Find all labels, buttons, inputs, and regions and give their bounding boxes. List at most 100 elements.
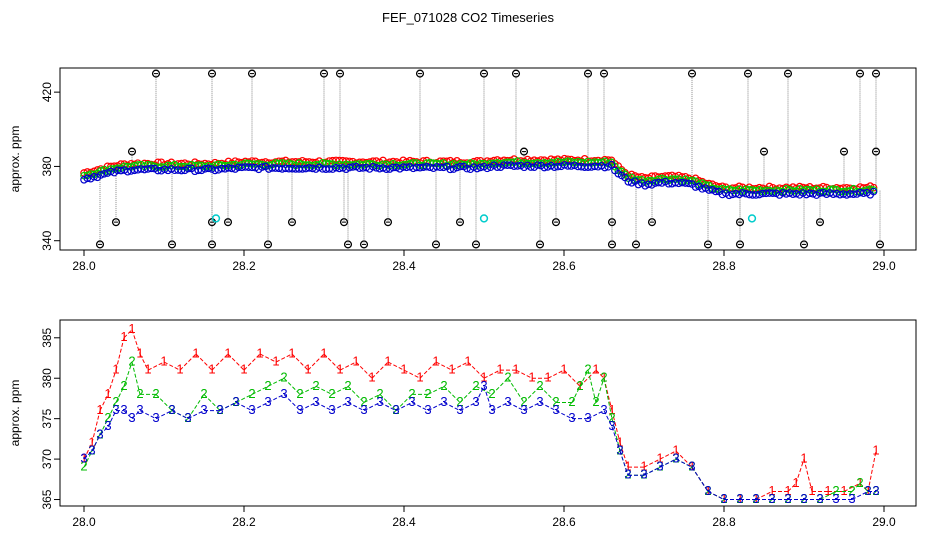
- series-1-marker: 1: [768, 483, 775, 498]
- series-2-segment: [443, 385, 461, 403]
- series-1-segment: [83, 442, 93, 460]
- series-2-marker: 2: [280, 370, 287, 385]
- data-point: [869, 187, 878, 196]
- data-point: [211, 166, 219, 175]
- data-point: [285, 159, 293, 167]
- series-3-segment: [131, 410, 141, 420]
- series-3-marker: 3: [200, 402, 207, 417]
- series-3-segment: [219, 402, 237, 412]
- outlier-point: [599, 69, 609, 78]
- series-1-marker: 1: [160, 353, 167, 368]
- series-1-marker: 1: [272, 353, 279, 368]
- series-2-marker: 2: [608, 410, 615, 425]
- series-1-marker: 1: [856, 475, 863, 490]
- data-point: [446, 165, 455, 174]
- series-1-segment: [195, 353, 213, 371]
- series-1-segment: [579, 369, 597, 387]
- outlier-point: [607, 240, 617, 249]
- series-1-segment: [123, 329, 133, 339]
- series-2-marker: 2: [832, 483, 839, 498]
- series-3-marker: 3: [104, 418, 111, 433]
- data-point: [473, 164, 481, 173]
- series-3-marker: 3: [96, 426, 103, 441]
- outlier-point: [359, 240, 369, 249]
- series-1-segment: [131, 329, 141, 355]
- series-1-segment: [371, 361, 389, 379]
- series-3-marker: 3: [872, 483, 879, 498]
- x-tick-label: 28.4: [392, 515, 416, 529]
- series-2-segment: [131, 361, 141, 395]
- data-point: [248, 163, 256, 172]
- series-1-marker: 1: [256, 345, 263, 360]
- series-2-marker: 2: [168, 402, 175, 417]
- data-point: [177, 166, 186, 175]
- series-2-marker: 2: [576, 378, 583, 393]
- series-1-marker: 1: [656, 451, 663, 466]
- series-1-segment: [107, 369, 117, 395]
- series-3-segment: [267, 393, 285, 403]
- series-3-marker: 3: [168, 402, 175, 417]
- data-point: [83, 174, 92, 183]
- series-1-marker: 1: [784, 483, 791, 498]
- data-point: [325, 160, 334, 168]
- data-point: [90, 172, 98, 181]
- y-tick-label: 380: [40, 368, 54, 388]
- series-3-marker: 3: [552, 402, 559, 417]
- series-1-segment: [259, 353, 277, 363]
- data-point: [805, 189, 814, 198]
- series-2-marker: 2: [152, 386, 159, 401]
- series-3-segment: [555, 410, 573, 420]
- data-point: [849, 190, 858, 198]
- outlier-point: [167, 240, 177, 249]
- series-3-marker: 3: [472, 394, 479, 409]
- outlier-point: [735, 218, 745, 227]
- data-point: [456, 162, 465, 171]
- outlier-point: [743, 69, 753, 78]
- series-3-marker: 3: [280, 386, 287, 401]
- series-1-segment: [787, 483, 797, 492]
- series-1-segment: [243, 353, 261, 371]
- series-1-segment: [755, 490, 773, 500]
- x-tick-label: 28.2: [232, 259, 256, 273]
- series-1-marker: 1: [528, 370, 535, 385]
- series-1-segment: [307, 353, 325, 371]
- series-3-segment: [83, 450, 93, 460]
- series-3-segment: [603, 410, 613, 427]
- series-1-marker: 1: [128, 321, 135, 336]
- x-tick-label: 28.4: [392, 259, 416, 273]
- series-3-segment: [491, 402, 509, 412]
- series-1-marker: 1: [240, 362, 247, 377]
- series-1-segment: [91, 410, 101, 444]
- series-2-segment: [579, 369, 589, 387]
- series-1-marker: 1: [352, 353, 359, 368]
- series-3-segment: [171, 410, 189, 420]
- series-3-marker: 3: [672, 451, 679, 466]
- series-2-marker: 2: [640, 467, 647, 482]
- series-1-marker: 1: [416, 370, 423, 385]
- series-2-segment: [475, 385, 493, 395]
- series-2-segment: [347, 385, 365, 403]
- series-2-marker: 2: [536, 378, 543, 393]
- series-3-marker: 3: [736, 491, 743, 506]
- series-2-marker: 2: [456, 394, 463, 409]
- series-2-marker: 2: [736, 491, 743, 506]
- outlier-point: [471, 240, 481, 249]
- cyan-point: [211, 214, 221, 223]
- series-1-marker: 1: [136, 345, 143, 360]
- series-1-marker: 1: [448, 362, 455, 377]
- series-1-marker: 1: [560, 362, 567, 377]
- series-3-segment: [299, 402, 317, 412]
- series-3-segment: [459, 402, 477, 412]
- series-1-marker: 1: [112, 362, 119, 377]
- series-2-marker: 2: [184, 410, 191, 425]
- outlier-point: [431, 240, 441, 249]
- series-1-segment: [451, 361, 469, 371]
- outlier-point: [223, 218, 233, 227]
- series-2-segment: [395, 394, 413, 411]
- series-2-marker: 2: [360, 394, 367, 409]
- series-3-marker: 3: [864, 483, 871, 498]
- outlier-point: [111, 218, 121, 227]
- series-3-segment: [707, 490, 725, 500]
- series-3-marker: 3: [440, 394, 447, 409]
